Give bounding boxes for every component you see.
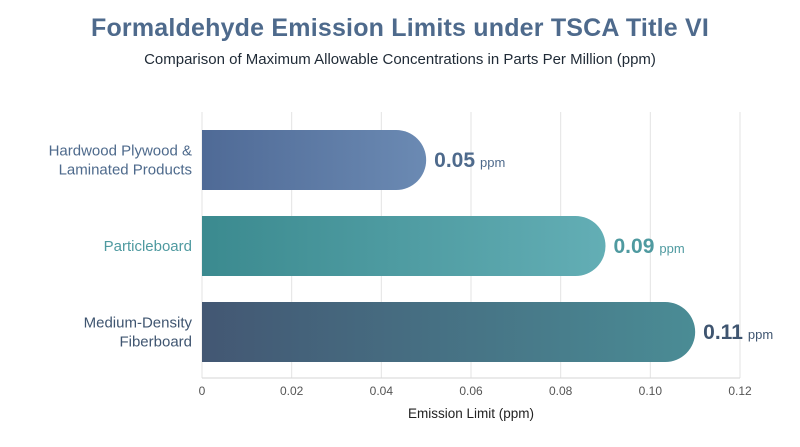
bars (202, 130, 696, 362)
x-tick-label: 0.02 (280, 384, 304, 398)
x-tick-label: 0.10 (639, 384, 663, 398)
data-label: 0.05 ppm (434, 149, 505, 172)
bar (202, 130, 427, 190)
category-label: Hardwood Plywood & Laminated Products (49, 143, 192, 179)
x-tick-label: 0.12 (728, 384, 752, 398)
chart-title: Formaldehyde Emission Limits under TSCA … (90, 14, 710, 42)
category-label: Particleboard (104, 238, 192, 255)
x-tick-label: 0.08 (549, 384, 573, 398)
data-label: 0.09 ppm (614, 235, 685, 258)
labels: 0 0.02 0.04 0.06 0.08 0.10 0.12 0.05 ppm Hardwood… (49, 143, 774, 399)
x-tick-label: 0.04 (370, 384, 394, 398)
x-axis-title: Emission Limit (ppm) (408, 406, 534, 421)
category-label: Medium-Density Fiberboard (84, 315, 193, 351)
bar (202, 302, 696, 362)
x-tick-label: 0.06 (459, 384, 483, 398)
bar (202, 216, 606, 276)
x-tick-label: 0 (199, 384, 206, 398)
chart-subtitle: Comparison of Maximum Allowable Concentr… (144, 51, 656, 68)
data-label: 0.11 ppm (703, 321, 773, 344)
